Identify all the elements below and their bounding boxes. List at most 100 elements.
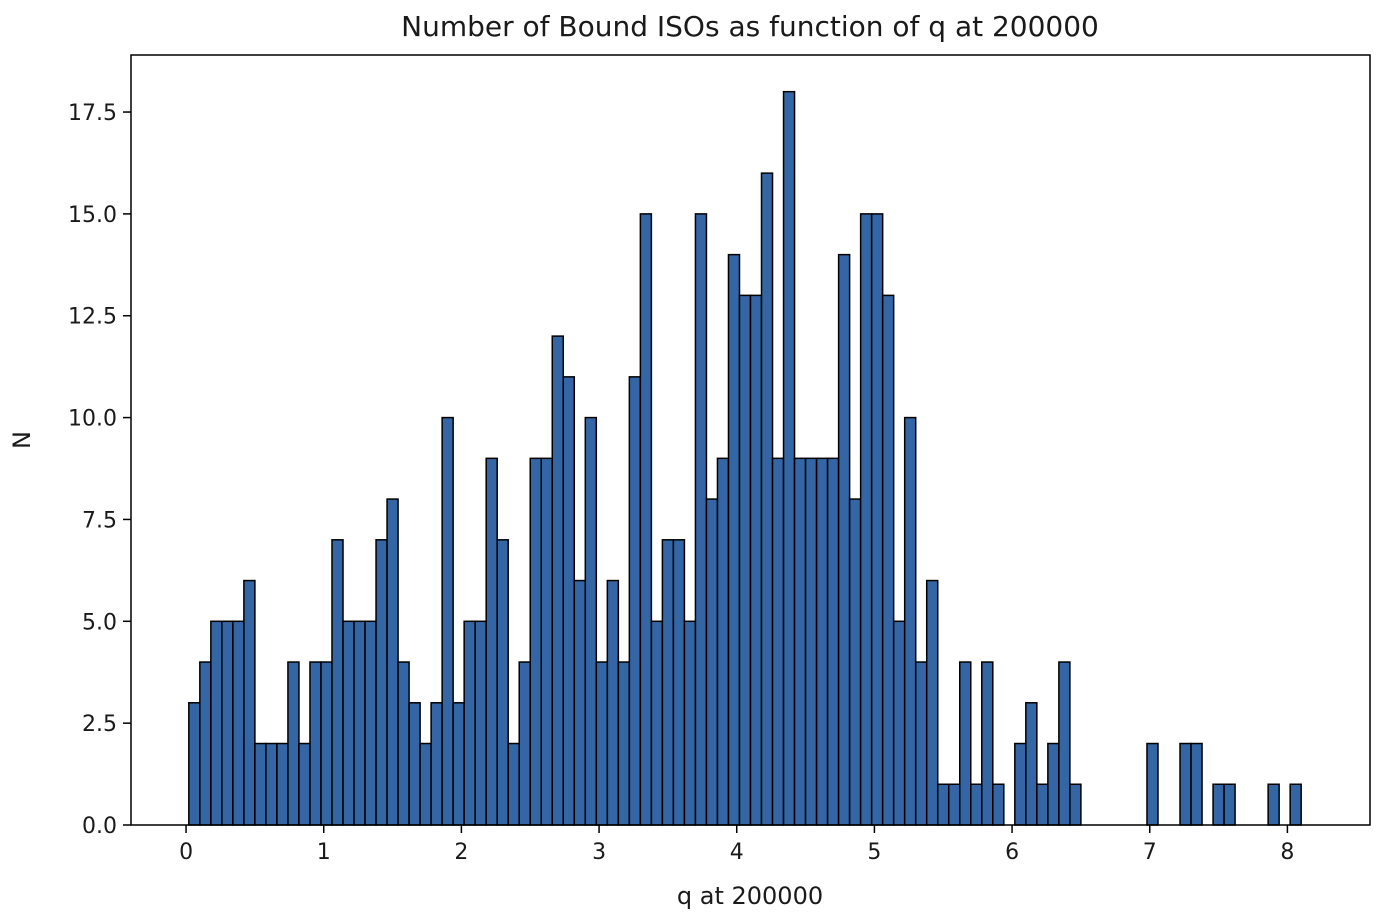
histogram-bar (386, 498, 399, 826)
histogram-bar (408, 702, 421, 826)
x-tick-label: 0 (179, 840, 193, 865)
x-tick-label: 1 (317, 840, 331, 865)
histogram-bar (925, 579, 939, 826)
bars-layer (188, 90, 1302, 826)
histogram-bar (683, 620, 697, 826)
histogram-bar (298, 742, 311, 826)
histogram-bar (826, 457, 840, 826)
y-tick-label: 12.5 (68, 305, 117, 330)
histogram-bar (595, 661, 609, 826)
histogram-bar (573, 579, 587, 826)
histogram-bar (837, 253, 851, 826)
histogram-bar (496, 539, 509, 826)
histogram-bar (518, 661, 531, 826)
histogram-bar (1223, 783, 1236, 826)
histogram-bar (1014, 742, 1027, 826)
histogram-bar (562, 376, 576, 826)
x-axis-title: q at 200000 (677, 882, 823, 910)
chart-title: Number of Bound ISOs as function of q at… (401, 10, 1099, 43)
histogram-bar (892, 620, 906, 826)
histogram-bar (353, 620, 366, 826)
histogram-bar (463, 620, 476, 826)
histogram-bar (650, 620, 664, 826)
histogram-bar (881, 294, 895, 826)
histogram-bar (232, 620, 245, 826)
histogram-bar (507, 742, 520, 826)
histogram-bar (452, 702, 465, 826)
x-tick-label: 2 (454, 840, 468, 865)
histogram-bar (782, 90, 796, 826)
histogram-bar (992, 783, 1005, 826)
histogram-bar (727, 253, 741, 826)
histogram-bar (188, 702, 201, 826)
histogram-bar (199, 661, 212, 826)
histogram-bar (1069, 783, 1082, 826)
histogram-bar (1036, 783, 1049, 826)
histogram-bar (210, 620, 223, 826)
histogram-bar (661, 539, 675, 826)
plot-frame (130, 54, 1371, 826)
histogram-bar (309, 661, 322, 826)
y-axis-title: N (8, 431, 36, 449)
histogram-bar (364, 620, 377, 826)
x-tick-label: 6 (1005, 840, 1019, 865)
histogram-bar (397, 661, 410, 826)
histogram-bar (276, 742, 289, 826)
histogram-bar (716, 457, 730, 826)
axes-layer: 0 1 2 3 4 5 6 7 8 0.0 2.5 5.0 7.5 10.0 12.5 15.0 17.5 (68, 54, 1371, 865)
histogram-bar (551, 335, 565, 826)
histogram-bar (342, 620, 355, 826)
histogram-bar (936, 783, 950, 826)
histogram-bar (254, 742, 267, 826)
histogram-bar (914, 661, 928, 826)
y-tick-label: 7.5 (82, 508, 117, 533)
histogram-bar (430, 702, 443, 826)
histogram-bar (848, 498, 862, 826)
histogram-bar (694, 213, 708, 826)
y-tick-label: 5.0 (82, 610, 117, 635)
histogram-bar (672, 539, 686, 826)
histogram-bar (606, 579, 620, 826)
x-tick-label: 7 (1143, 840, 1157, 865)
histogram-bar (265, 742, 278, 826)
histogram-bar (947, 783, 961, 826)
y-tick-label: 2.5 (82, 712, 117, 737)
histogram-bar (320, 661, 333, 826)
histogram-bar (584, 416, 598, 826)
histogram-bar (639, 213, 653, 826)
histogram-bar (1289, 783, 1302, 826)
histogram-bar (749, 294, 763, 826)
histogram-bar (1047, 742, 1060, 826)
histogram-bar (287, 661, 300, 826)
y-tick-label: 15.0 (68, 203, 117, 228)
histogram-bar (1179, 742, 1192, 826)
histogram-bar (870, 213, 884, 826)
histogram-bar (419, 742, 432, 826)
histogram-bar (760, 172, 774, 826)
histogram-bar (441, 416, 454, 826)
histogram-bar (529, 457, 542, 826)
histogram-bar (738, 294, 752, 826)
histogram-bar (705, 498, 719, 826)
histogram-bar (815, 457, 829, 826)
histogram-bar (903, 416, 917, 826)
histogram-bar (474, 620, 487, 826)
histogram-bar (1190, 742, 1203, 826)
histogram-bar (1212, 783, 1225, 826)
histogram-bar (1146, 742, 1159, 826)
y-tick-label: 17.5 (68, 101, 117, 126)
y-tick-label: 0.0 (82, 814, 117, 839)
histogram-bar (540, 457, 554, 826)
histogram-bar (243, 579, 256, 826)
histogram-bar (1058, 661, 1071, 826)
histogram-bar (859, 213, 873, 826)
histogram-bar (221, 620, 234, 826)
histogram-bar (485, 457, 498, 826)
x-tick-label: 8 (1280, 840, 1294, 865)
histogram-bar (981, 661, 994, 826)
histogram-bar (793, 457, 807, 826)
histogram-bar (1267, 783, 1280, 826)
x-tick-label: 5 (867, 840, 881, 865)
